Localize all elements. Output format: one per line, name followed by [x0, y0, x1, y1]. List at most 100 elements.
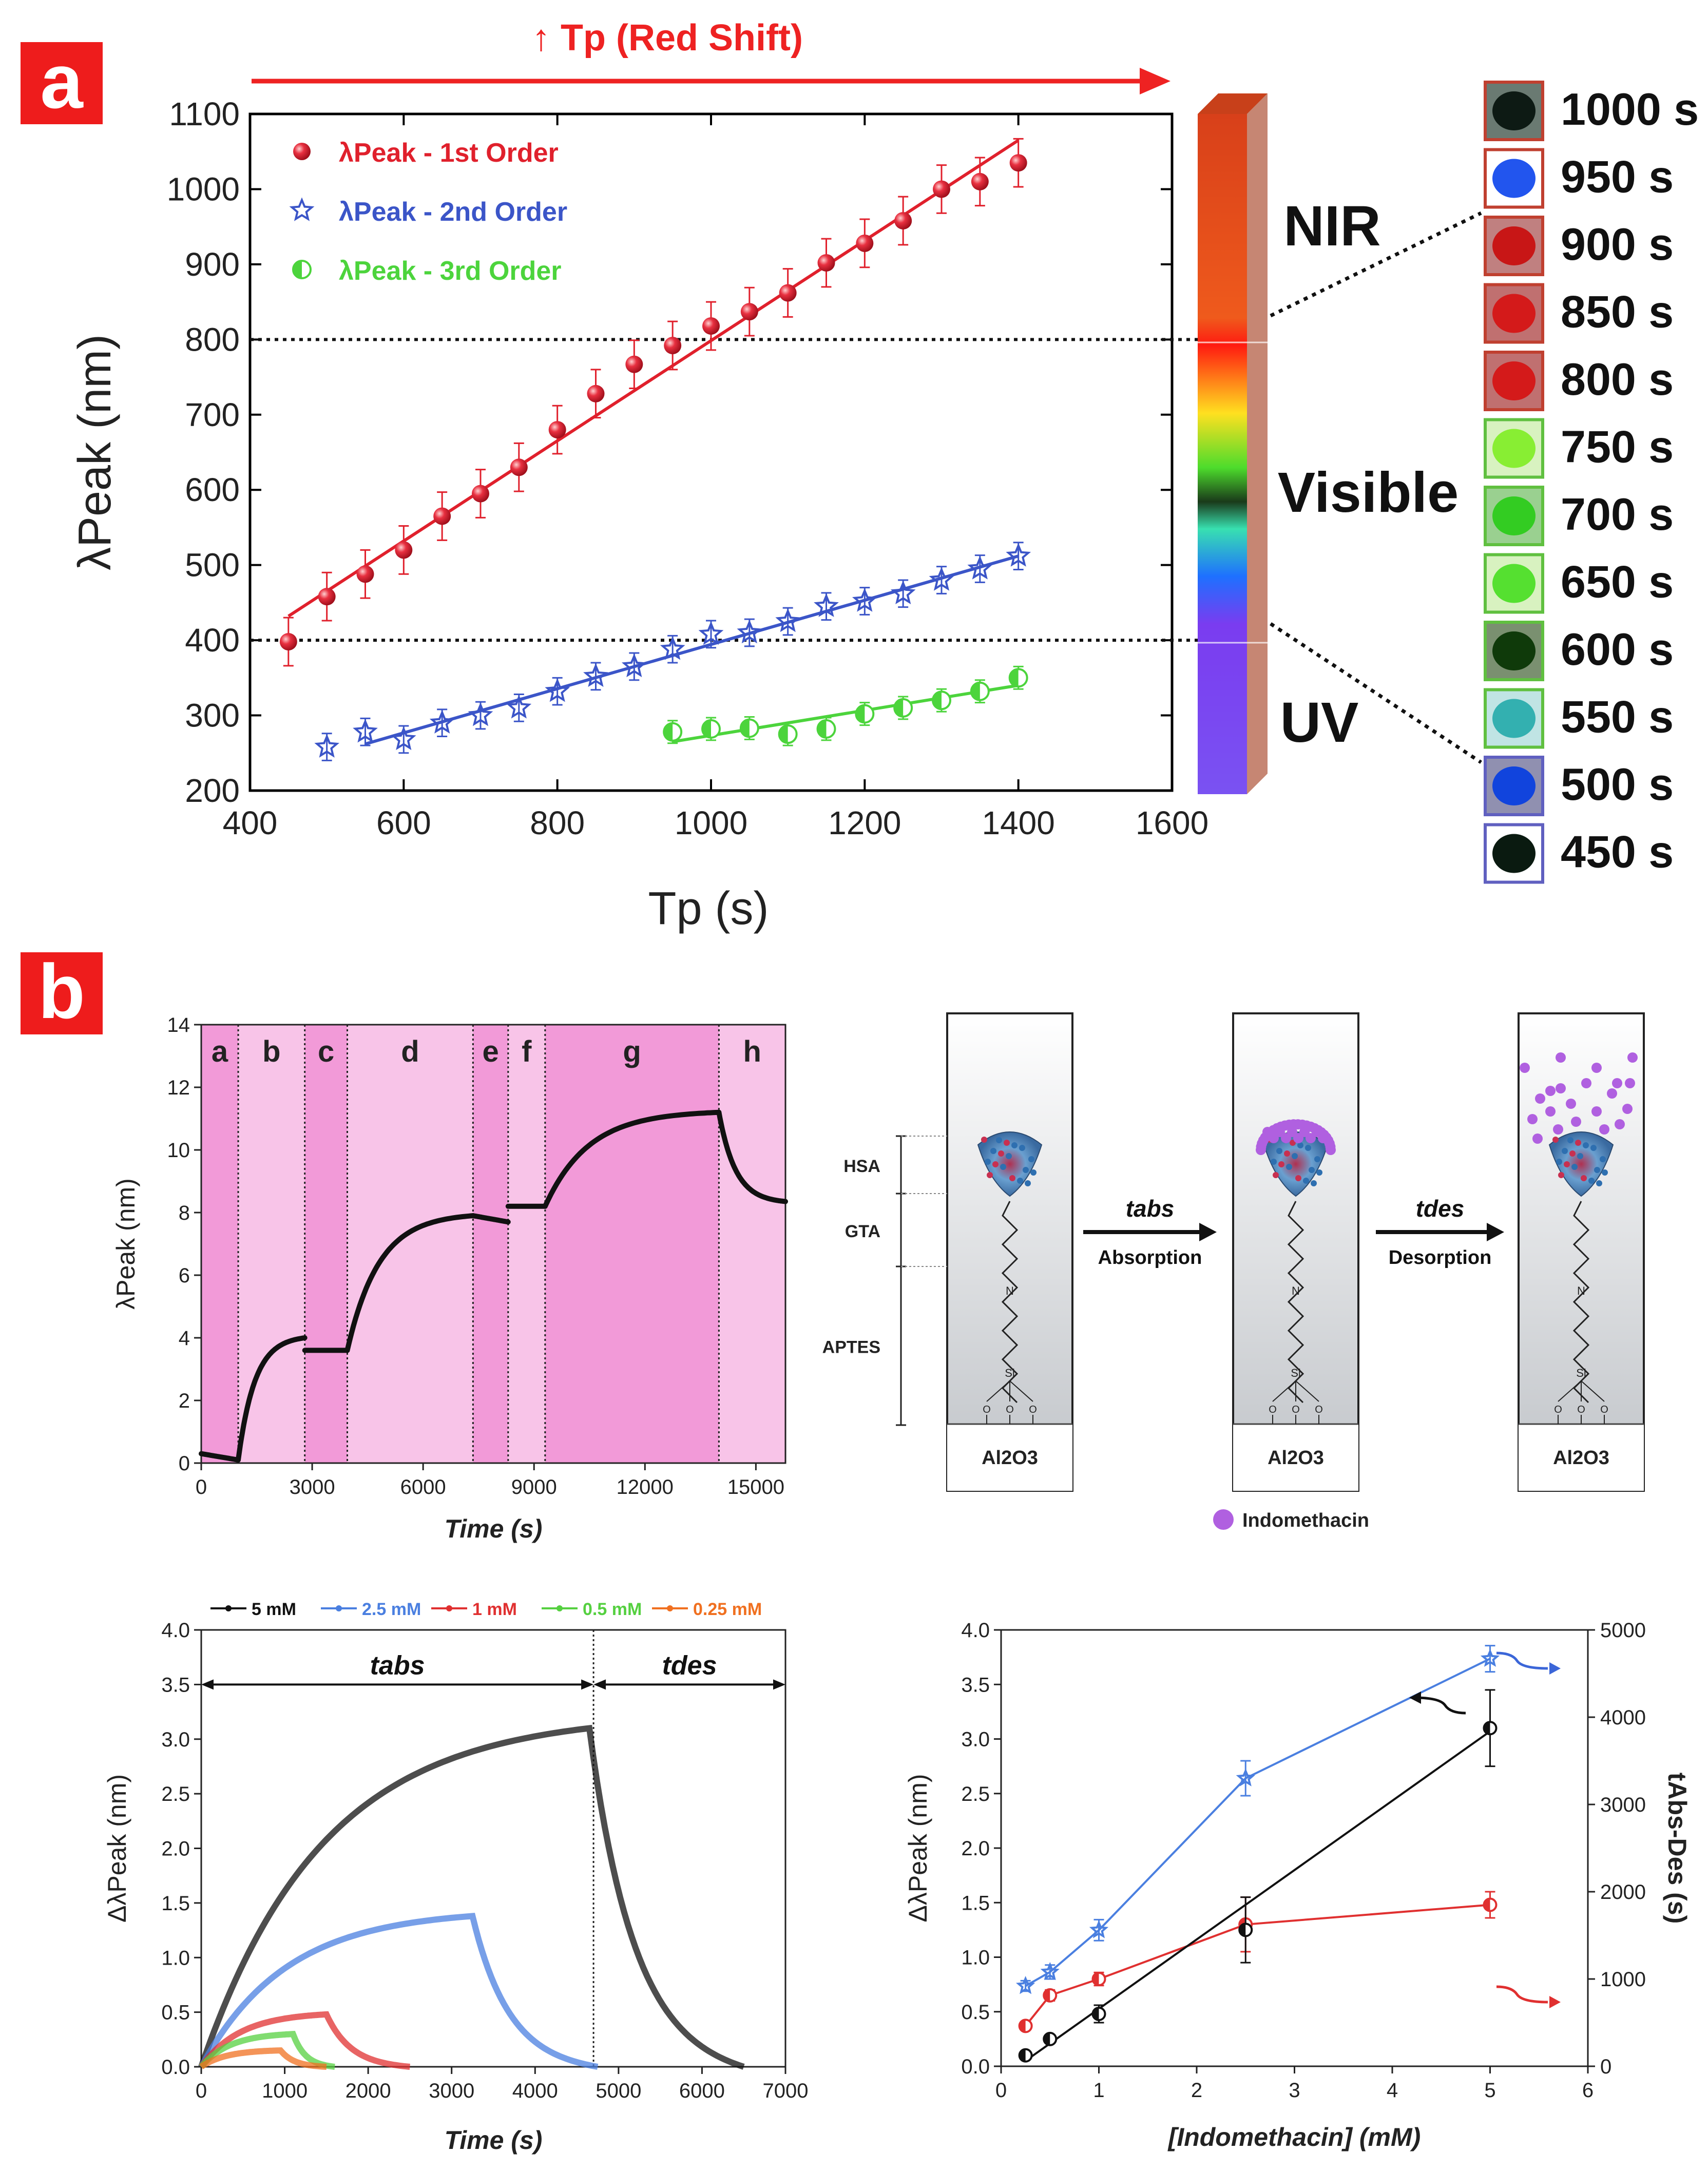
spectrum-bar: NIR Visible UV	[1198, 93, 1482, 794]
data-point	[1043, 2031, 1058, 2046]
legend-label: 1 mM	[472, 1600, 517, 1619]
layer-label: GTA	[845, 1222, 880, 1241]
x-tick-label: 4	[1387, 2079, 1398, 2102]
y-tick-label: 900	[185, 246, 240, 283]
data-point	[739, 718, 759, 738]
layer-label: APTES	[822, 1338, 880, 1357]
indomethacin-molecule	[1615, 1119, 1625, 1129]
x-tick-label: 600	[376, 804, 431, 841]
left-axis-arrow	[1414, 1696, 1466, 1715]
thumbnail-dot	[1492, 91, 1536, 130]
indomethacin-molecule	[1553, 1124, 1563, 1135]
indomethacin-legend-label: Indomethacin	[1242, 1510, 1369, 1531]
marker-half	[702, 720, 711, 738]
indomethacin-molecule	[1566, 1099, 1576, 1109]
data-point	[1006, 543, 1031, 567]
y-tick-label: 8	[179, 1202, 190, 1224]
y-tick-label: 1.0	[161, 1947, 190, 1969]
protein-atom	[1004, 1140, 1010, 1146]
spectrum-face	[1198, 114, 1247, 794]
series-2: λPeak - 2nd Order	[289, 197, 1031, 761]
legend-entry: 1 mM	[431, 1600, 517, 1619]
trace-segment-1	[199, 1451, 241, 1463]
oxygen-atom: O	[1029, 1404, 1037, 1415]
marker-half	[894, 699, 904, 717]
x-tick-label: 1000	[262, 2080, 308, 2102]
data-point	[1008, 668, 1028, 688]
protein-atom	[1600, 1156, 1606, 1162]
data-point	[1015, 1975, 1035, 1994]
data-point	[625, 355, 643, 373]
data-point	[506, 695, 532, 719]
linker-chain	[1572, 1201, 1590, 1404]
y-tick-label: 1.5	[961, 1892, 990, 1914]
thumbnail-dot	[1492, 766, 1536, 805]
protein-atom	[1602, 1169, 1608, 1176]
marker-half	[740, 719, 750, 737]
x-tick-label: 5000	[596, 2080, 641, 2102]
linker-chain	[1001, 1201, 1019, 1404]
x-axis-label: Time (s)	[445, 2126, 543, 2155]
data-point	[890, 580, 916, 605]
chart-b-time-trace: a b c d e f g h 0 3000 6000 9000 12000 15000 0 2 4 6 8 10 12…	[111, 1014, 788, 1543]
error-bar	[1240, 1760, 1251, 1797]
trace-segment-8	[716, 1109, 788, 1204]
x-axis-label: Tp (s)	[648, 883, 769, 934]
data-point	[548, 421, 566, 439]
y-tick-label: 6	[179, 1264, 190, 1287]
trace-segment-2	[236, 1335, 308, 1463]
data-point	[510, 458, 528, 476]
thumbnail-700s: 700 s	[1484, 486, 1674, 546]
surface-schematic: Al2O3 N Si O O O Al2O3 N Si O O O Al2O3 N Si O O O HSA GTA A…	[822, 1012, 1645, 1531]
oxygen-atom: O	[983, 1404, 991, 1415]
y-tick-label: 3.0	[161, 1728, 190, 1751]
protein-atom	[1278, 1161, 1284, 1167]
y-tick-label: 10	[167, 1139, 190, 1162]
thumbnail-dot	[1492, 226, 1536, 265]
y-tick-label: 4.0	[961, 1619, 990, 1642]
data-point	[778, 724, 798, 744]
thumbnail-label: 500 s	[1561, 759, 1674, 810]
data-point	[929, 567, 954, 591]
region-d	[347, 1025, 473, 1463]
thumbnail-dot	[1492, 699, 1536, 738]
region-label: g	[623, 1035, 641, 1068]
data-point	[621, 653, 647, 678]
data-point	[1009, 154, 1027, 172]
column-body	[1519, 1013, 1644, 1424]
x-tick-label: 3000	[429, 2080, 474, 2102]
protein-atom	[1558, 1172, 1564, 1178]
marker-half	[293, 261, 302, 278]
step-text: Absorption	[1098, 1247, 1202, 1269]
panel-a-badge: a	[21, 38, 103, 124]
x-tick-label: 2000	[346, 2080, 391, 2102]
data-point	[1483, 1897, 1498, 1912]
data-point	[314, 734, 340, 758]
oxygen-atom: O	[1269, 1404, 1277, 1415]
data-point	[279, 633, 297, 651]
y-tick-label: 1000	[167, 170, 240, 207]
protein-atom	[1295, 1175, 1301, 1181]
y-tick-label: 14	[167, 1014, 190, 1036]
protein-atom	[1009, 1175, 1015, 1181]
y-tick-label: 1100	[169, 95, 240, 132]
panel-b-badge: b	[21, 948, 103, 1034]
y2-axis-label: tAbs-Des (s)	[1663, 1773, 1692, 1924]
x-axis-label: [Indomethacin] (mM)	[1167, 2123, 1421, 2151]
region-e	[473, 1025, 508, 1463]
layer-label: HSA	[843, 1157, 880, 1176]
legend-marker	[446, 1605, 452, 1611]
data-point	[856, 234, 874, 252]
x-tick-label: 6000	[400, 1476, 446, 1498]
marker-half	[1044, 1989, 1050, 2002]
protein-atom	[1596, 1180, 1602, 1186]
indomethacin-molecule	[1607, 1088, 1617, 1099]
indomethacin-legend-marker	[1213, 1509, 1234, 1530]
x-tick-label: 1400	[982, 804, 1054, 841]
thumbnail-800s: 800 s	[1484, 351, 1674, 411]
protein-atom	[1030, 1169, 1037, 1176]
thumbnail-900s: 900 s	[1484, 216, 1674, 276]
visible-label: Visible	[1278, 461, 1459, 524]
x-tick-label: 4000	[512, 2080, 558, 2102]
linker-chain	[1287, 1201, 1304, 1404]
